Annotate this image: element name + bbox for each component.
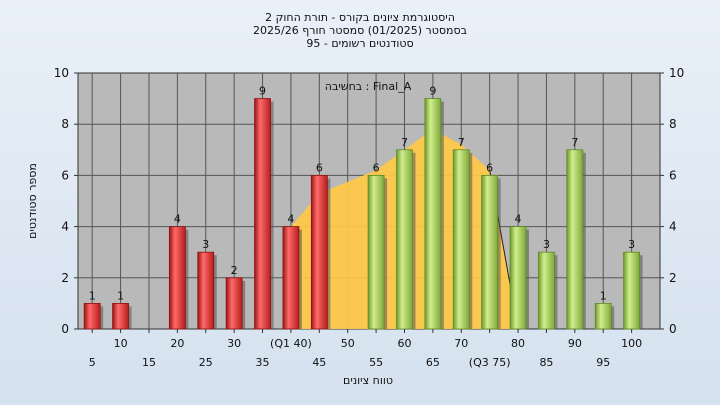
bar-value-label: 1 [89, 289, 96, 302]
histogram-bar [623, 251, 641, 330]
x-tick-label: 85 [539, 356, 553, 369]
histogram-bar [566, 149, 584, 330]
histogram-bar-group: 1 [594, 289, 615, 330]
histogram-bar-group: 6 [481, 161, 501, 330]
bar-value-label: 9 [259, 85, 266, 98]
chart-title: היסטוגרמת ציונים בקורס - תורת החוק 2 בסמ… [253, 11, 467, 50]
x-tick-label: 60 [397, 337, 411, 350]
bar-value-label: 3 [628, 238, 635, 251]
histogram-bar [112, 302, 129, 330]
x-tick-label: 95 [596, 356, 610, 369]
bar-value-label: 7 [458, 136, 465, 149]
x-tick-label: 30 [227, 337, 241, 350]
histogram-bar-group: 1 [112, 289, 132, 330]
axes-layer: 0 0 2 2 4 4 6 6 8 8 10 10 5 10 15 20 25 30 35(Q1 40)45 50 55… [54, 66, 685, 369]
histogram-bar-group: 3 [197, 238, 217, 330]
title-line-2: בסמסטר (01/2025) סמסטר חורף 2025/26 [253, 24, 467, 37]
bar-value-label: 7 [401, 136, 408, 149]
histogram-bar [254, 98, 271, 330]
histogram-bar [197, 251, 215, 330]
y-tick-label-left: 2 [61, 271, 69, 285]
bar-value-label: 2 [231, 264, 238, 277]
x-tick-label: 50 [341, 337, 355, 350]
y-tick-label-left: 4 [61, 220, 69, 234]
x-tick-label: 20 [170, 337, 184, 350]
x-tick-label: 10 [114, 337, 128, 350]
x-tick-label: 100 [621, 337, 642, 350]
y-tick-label-right: 6 [669, 168, 677, 182]
histogram-bar-group: 6 [367, 161, 388, 330]
bar-value-label: 4 [174, 213, 181, 226]
y-tick-label-left: 8 [61, 117, 69, 131]
y-tick-label-right: 8 [669, 117, 677, 131]
histogram-bar [594, 302, 612, 330]
bar-value-label: 9 [429, 85, 436, 98]
x-axis-label: טווח ציונים [343, 374, 393, 387]
x-tick-label: 80 [511, 337, 525, 350]
y-tick-label-left: 10 [54, 66, 69, 80]
bars-layer: 1 1 4 3 2 9 4 6 6 7 9 7 6 4 3 7 1 3 [83, 85, 643, 330]
histogram-bar-group: 7 [396, 136, 416, 330]
histogram-bar-group: 3 [538, 238, 558, 330]
histogram-bar-group: 6 [310, 161, 331, 330]
bar-value-label: 6 [486, 161, 493, 174]
histogram-bar-group: 1 [83, 289, 104, 330]
x-tick-label: 15 [142, 356, 156, 369]
histogram-bar-group: 7 [566, 136, 586, 330]
x-tick-label: 90 [568, 337, 582, 350]
x-tick-label: 35 [256, 356, 270, 369]
x-tick-label: 55 [369, 356, 383, 369]
x-tick-label: (Q3 75) [469, 356, 511, 369]
y-tick-label-right: 10 [669, 66, 684, 80]
histogram-bar-group: 9 [424, 85, 444, 330]
y-tick-label-left: 0 [61, 322, 69, 336]
x-tick-label: 45 [312, 356, 326, 369]
x-tick-label: 5 [89, 356, 96, 369]
bar-value-label: 7 [571, 136, 578, 149]
histogram-bar [538, 251, 555, 330]
bar-value-label: 6 [373, 161, 380, 174]
bar-value-label: 1 [600, 289, 607, 302]
histogram-bar-group: 4 [282, 213, 302, 330]
bar-value-label: 6 [316, 161, 323, 174]
bar-value-label: 4 [287, 213, 294, 226]
histogram-bar [367, 174, 385, 330]
histogram-bar-group: 2 [225, 264, 246, 330]
title-line-3: סטודנטים רשומים - 95 [306, 37, 413, 50]
x-tick-label: 70 [454, 337, 468, 350]
histogram-bar [509, 226, 527, 330]
bar-value-label: 3 [543, 238, 550, 251]
title-line-1: היסטוגרמת ציונים בקורס - תורת החוק 2 [265, 11, 455, 24]
histogram-bar [452, 149, 470, 330]
legend-label: בחשיבה : Final_A [325, 80, 412, 93]
y-tick-label-right: 4 [669, 220, 677, 234]
y-tick-label-left: 6 [61, 168, 69, 182]
histogram-bar [168, 226, 186, 330]
x-tick-label: (Q1 40) [270, 337, 312, 350]
histogram-bar [396, 149, 413, 330]
y-tick-label-right: 2 [669, 271, 677, 285]
x-tick-label: 25 [199, 356, 213, 369]
y-axis-label: מספר סטודנטים [26, 163, 39, 239]
bar-value-label: 4 [515, 213, 522, 226]
histogram-bar [83, 302, 101, 330]
histogram-bar-group: 9 [254, 85, 274, 330]
histogram-bar-group: 4 [509, 213, 530, 330]
histogram-bar-group: 7 [452, 136, 473, 330]
histogram-bar [310, 174, 328, 330]
bar-value-label: 3 [202, 238, 209, 251]
histogram-bar [282, 226, 300, 330]
histogram-bar [225, 277, 243, 330]
histogram-bar [424, 98, 442, 330]
histogram-bar-group: 3 [623, 238, 643, 330]
histogram-bar [481, 174, 499, 330]
bar-value-label: 1 [117, 289, 124, 302]
histogram-bar-group: 4 [168, 213, 189, 330]
y-tick-label-right: 0 [669, 322, 677, 336]
x-tick-label: 65 [426, 356, 440, 369]
